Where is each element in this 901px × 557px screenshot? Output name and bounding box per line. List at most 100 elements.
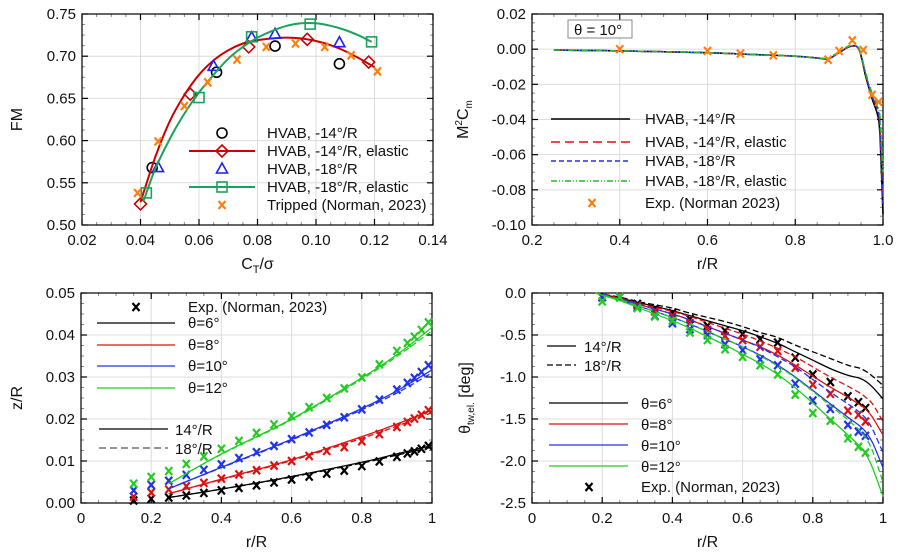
exp-point — [217, 473, 226, 484]
data-point — [361, 54, 376, 70]
annotation-box — [567, 19, 633, 39]
x-tick-label: 0.8 — [351, 510, 372, 527]
data-point — [823, 54, 833, 65]
legend-label: 18°/R — [175, 441, 213, 458]
data-point — [736, 48, 745, 59]
exp-point — [808, 395, 818, 406]
x-axis-label: r/R — [246, 534, 267, 551]
legend-marker — [216, 181, 228, 193]
data-point — [874, 97, 883, 107]
data-point — [300, 32, 315, 47]
exp-point — [304, 471, 314, 482]
legend-marker — [131, 302, 141, 312]
exp-point — [304, 427, 314, 438]
data-point — [346, 50, 356, 61]
data-point — [615, 44, 625, 54]
chart-cm: 0.2 0.4 0.6 0.8 1.0 -0.10 -0.08 -0.06 -0.04 -0.02… — [454, 6, 893, 273]
exp-point — [424, 405, 433, 415]
exp-point — [773, 346, 783, 356]
exp-point — [339, 383, 349, 394]
data-point — [858, 45, 868, 55]
data-point — [332, 35, 347, 48]
y-tick-label: -1.5 — [500, 411, 526, 428]
exp-point — [854, 410, 863, 420]
legend-label: θ=10° — [188, 358, 228, 375]
series-2 — [595, 292, 884, 468]
x-tick-label: 1 — [428, 510, 436, 527]
legend-label: HVAB, -14°/R, elastic — [645, 134, 787, 151]
exp-point — [410, 373, 419, 383]
exp-point — [164, 476, 174, 486]
data-point — [133, 188, 142, 198]
exp-point — [269, 477, 279, 488]
exp-point — [146, 480, 156, 490]
exp-point — [650, 311, 660, 322]
data-point — [320, 42, 330, 52]
x-tick-label: 0.8 — [802, 510, 823, 527]
x-tick-label: 0.14 — [418, 232, 447, 249]
line-14deg — [594, 292, 884, 497]
x-tick-label: 0.4 — [211, 510, 232, 527]
exp-point — [685, 324, 695, 334]
legend-marker — [584, 482, 594, 492]
exp-point — [199, 465, 209, 475]
x-tick-label: 0.6 — [697, 232, 718, 249]
legend-label: θ=8° — [188, 337, 219, 354]
line-18deg — [595, 292, 884, 386]
series-2 — [129, 360, 433, 496]
line-18deg — [595, 292, 884, 422]
exp-point — [164, 492, 174, 503]
chart-deflection: 0 0.2 0.4 0.6 0.8 1 0.00 0.01 0.02 0.03 0.04 0.05 r/… — [9, 285, 436, 551]
y-tick-label: 0.01 — [46, 453, 75, 470]
y-tick-label: -0.02 — [492, 76, 526, 93]
exp-point — [269, 441, 279, 451]
exp-point — [357, 461, 367, 471]
y-tick-label: 0.65 — [47, 90, 76, 107]
y-tick-label: 0.02 — [46, 411, 75, 428]
legend: Exp. (Norman, 2023)θ=6° θ=8° θ=10° θ=12° 14°… — [97, 299, 327, 458]
exp-point — [668, 315, 677, 326]
exp-point — [322, 420, 332, 430]
y-tick-label: 0.0 — [505, 285, 526, 302]
y-tick-label: 0.75 — [47, 6, 76, 23]
exp-point — [217, 459, 226, 470]
exp-point — [375, 359, 384, 370]
legend: HVAB, -14°/R HVAB, -14°/R, elastic HVAB, -… — [551, 111, 787, 212]
exp-point — [181, 459, 191, 469]
exp-point — [287, 411, 296, 421]
x-axis-label: r/R — [697, 256, 718, 273]
y-tick-label: 0.70 — [47, 48, 76, 65]
legend-marker — [216, 127, 228, 139]
series-4 — [133, 38, 382, 198]
x-tick-label: 0.2 — [141, 510, 162, 527]
exp-point — [392, 384, 402, 395]
legend-label: HVAB, -14°/R, elastic — [267, 143, 409, 160]
exp-point — [234, 453, 244, 463]
y-axis-label: θtw,el. [deg] — [457, 362, 477, 434]
exp-point — [773, 369, 783, 380]
exp-point — [417, 410, 426, 420]
x-tick-label: 0.4 — [609, 232, 630, 249]
line-18deg — [595, 292, 884, 453]
chart-fm: 0.02 0.04 0.06 0.08 0.10 0.12 0.14 0.50 0.55 0.60… — [9, 6, 448, 276]
legend-marker — [217, 200, 227, 210]
exp-point — [417, 444, 426, 454]
data-point — [153, 136, 163, 147]
y-axis-label: FM — [9, 108, 26, 131]
x-tick-label: 1.0 — [873, 232, 894, 249]
legend-label: Exp. (Norman 2023) — [645, 195, 780, 212]
legend-marker — [587, 198, 597, 208]
legend-label: HVAB, -18°/R, elastic — [267, 179, 409, 196]
exp-point — [322, 393, 332, 403]
exp-point — [146, 472, 156, 482]
legend-label: Tripped (Norman, 2023) — [267, 197, 427, 214]
exp-point — [703, 335, 712, 345]
data-point — [193, 91, 205, 104]
exp-point — [392, 422, 402, 432]
exp-point — [252, 447, 261, 457]
y-tick-label: -0.08 — [492, 182, 526, 199]
legend-label: 14°/R — [584, 339, 622, 356]
exp-point — [357, 436, 367, 446]
data-point — [304, 18, 316, 30]
